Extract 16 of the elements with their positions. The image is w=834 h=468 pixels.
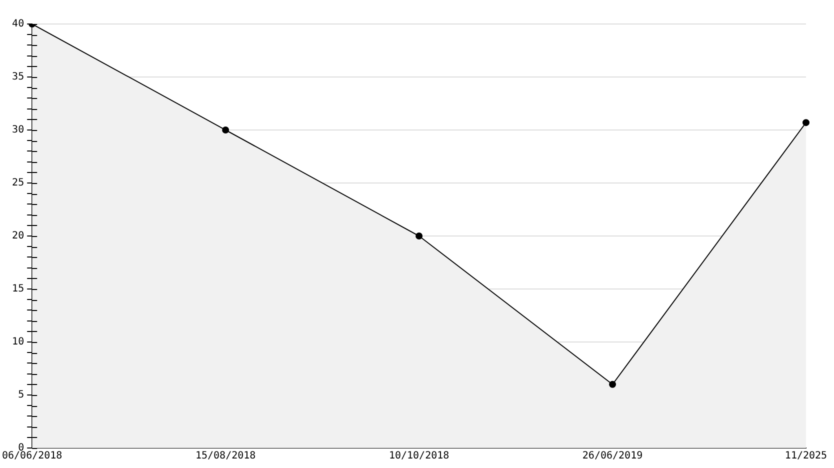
- y-tick-label: 40: [12, 18, 24, 30]
- point: [609, 380, 616, 388]
- point: [802, 119, 810, 126]
- x-tick-label: 15/08/2018: [195, 450, 256, 462]
- x-tick-label: 26/06/2019: [582, 450, 643, 462]
- point: [222, 126, 230, 134]
- x-tick-label: 10/10/2018: [388, 450, 450, 462]
- y-tick-label: 5: [18, 390, 24, 401]
- y-tick-label: 25: [12, 178, 24, 189]
- point: [416, 232, 423, 240]
- y-tick-label: 15: [12, 284, 24, 295]
- y-tick-label: 35: [12, 72, 24, 83]
- y-tick-label: 20: [12, 230, 24, 242]
- y-tick-label: 10: [12, 336, 24, 348]
- x-tick-label: 11/2025: [784, 450, 828, 462]
- y-tick-label: 30: [12, 124, 24, 136]
